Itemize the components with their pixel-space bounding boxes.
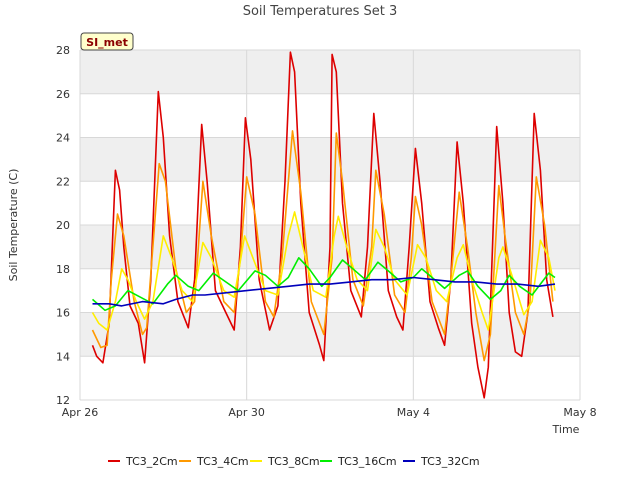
series-line-tc3_32cm (92, 276, 556, 307)
series-line-tc3_4cm (91, 130, 554, 362)
x-axis-ticks: Apr 26 Apr 30 May 4 May 8 (62, 406, 597, 419)
series-line-tc3_8cm (91, 211, 556, 331)
legend-label: TC3_4Cm (196, 455, 249, 468)
series-lines (91, 51, 556, 399)
grid-band (80, 312, 580, 357)
x-tick-label: Apr 26 (62, 406, 99, 419)
y-tick-label: 24 (56, 132, 70, 145)
legend: TC3_2Cm TC3_4Cm TC3_8Cm TC3_16Cm TC3_32Cm (108, 455, 480, 468)
legend-label: TC3_8Cm (267, 455, 320, 468)
y-tick-label: 26 (56, 88, 70, 101)
x-axis-label: Time (552, 423, 580, 436)
y-tick-label: 18 (56, 263, 70, 276)
y-tick-label: 28 (56, 44, 70, 57)
y-axis-label: Soil Temperature (C) (7, 169, 20, 282)
legend-label: TC3_16Cm (337, 455, 397, 468)
y-tick-label: 14 (56, 350, 70, 363)
grid-band (80, 50, 580, 94)
y-tick-label: 20 (56, 219, 70, 232)
x-tick-label: May 4 (397, 406, 430, 419)
x-tick-label: Apr 30 (228, 406, 265, 419)
x-tick-label: May 8 (563, 406, 596, 419)
y-tick-label: 16 (56, 307, 70, 320)
legend-label: TC3_2Cm (125, 455, 178, 468)
chart-title: Soil Temperatures Set 3 (243, 4, 398, 19)
badge-label: SI_met (86, 36, 128, 49)
series-line-tc3_16cm (91, 257, 556, 312)
legend-label: TC3_32Cm (420, 455, 480, 468)
badge-box (80, 32, 134, 51)
si-met-badge: SI_met (80, 32, 134, 51)
y-tick-label: 12 (56, 394, 70, 407)
y-tick-label: 22 (56, 175, 70, 188)
y-axis-ticks: 12 14 16 18 20 22 24 26 28 (56, 44, 70, 407)
